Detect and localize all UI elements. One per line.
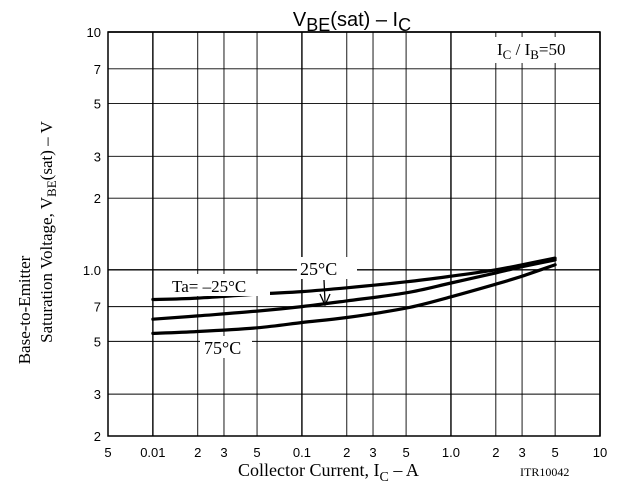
x-tick-label: 2	[492, 445, 499, 460]
y-tick-label: 7	[94, 300, 101, 315]
label-bg-ta25	[168, 274, 270, 296]
part-code: ITR10042	[520, 465, 569, 479]
x-tick-label: 3	[518, 445, 525, 460]
label-bg-25	[297, 257, 357, 279]
y-axis-label: Base-to-Emitter Saturation Voltage, VBE(…	[15, 120, 59, 364]
series-line-2	[151, 263, 557, 335]
condition-label: IC / IB=50	[497, 40, 566, 62]
y-tick-label: 1.0	[83, 263, 101, 278]
y-tick-label: 5	[94, 97, 101, 112]
y-tick-label: 3	[94, 149, 101, 164]
x-tick-label: 2	[194, 445, 201, 460]
x-tick-label: 1.0	[442, 445, 460, 460]
series-label-75c: 75°C	[204, 338, 241, 358]
y-tick-label: 2	[94, 191, 101, 206]
x-tick-label: 5	[402, 445, 409, 460]
x-tick-label: 0.1	[293, 445, 311, 460]
y-axis-label-line2: Saturation Voltage, VBE(sat) – V	[37, 120, 59, 342]
x-tick-labels: 5 0.01 2 3 5 0.1 2 3 5 1.0 2 3 5 10	[104, 445, 607, 460]
series-line-0	[151, 256, 557, 302]
x-tick-label: 5	[104, 445, 111, 460]
label-arrowhead-25c	[319, 293, 331, 307]
x-tick-label: 3	[220, 445, 227, 460]
y-tick-labels: 2 3 5 7 1.0 2 3 5 7 10	[83, 25, 101, 444]
plot-area	[107, 31, 601, 437]
y-tick-label: 2	[94, 429, 101, 444]
y-axis-label-line1: Base-to-Emitter	[15, 255, 34, 364]
plot-frame	[107, 31, 601, 437]
chart-title: VBE(sat) – IC	[293, 9, 411, 35]
y-tick-label: 10	[87, 25, 101, 40]
series-lines	[151, 256, 557, 335]
x-tick-label: 5	[552, 445, 559, 460]
series-label-25c: 25°C	[300, 259, 337, 279]
series-label-ta-minus25: Ta= –25°C	[172, 277, 246, 296]
series-line-1	[151, 258, 557, 321]
x-axis-label: Collector Current, IC – A	[238, 460, 419, 485]
y-tick-label: 3	[94, 387, 101, 402]
x-tick-label: 3	[369, 445, 376, 460]
x-tick-label: 5	[253, 445, 260, 460]
label-arrow-25c	[323, 279, 326, 303]
x-tick-label: 10	[593, 445, 607, 460]
y-tick-label: 7	[94, 62, 101, 77]
y-tick-label: 5	[94, 334, 101, 349]
plot-background	[108, 32, 600, 436]
label-bg-75	[200, 336, 252, 358]
x-tick-label: 2	[343, 445, 350, 460]
x-tick-label: 0.01	[140, 445, 165, 460]
condition-box	[494, 37, 597, 63]
